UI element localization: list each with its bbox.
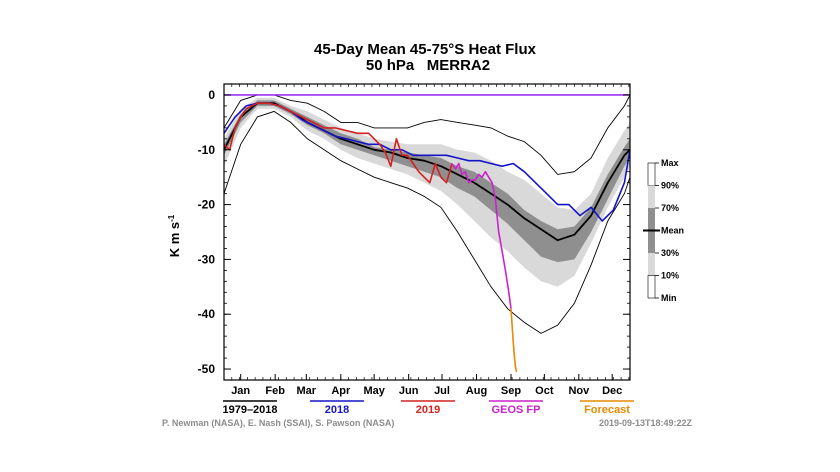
credits: P. Newman (NASA), E. Nash (SSAI), S. Paw… (162, 418, 692, 428)
series-legend: 1979–2018 2018 2019 GEOS FP Forecast (222, 400, 634, 416)
x-tick-label: Mar (297, 385, 317, 397)
y-axis-label-text: K m s (167, 222, 182, 257)
legend-label: GEOS FP (492, 404, 541, 416)
band-legend-label: 10% (661, 271, 679, 281)
band-legend-label: 30% (661, 248, 679, 258)
legend-label: 2018 (325, 404, 349, 416)
chart-title-block: 45-Day Mean 45-75°S Heat Flux 50 hPa MER… (314, 41, 537, 74)
band-legend-30-10 (648, 253, 655, 276)
series-lines (223, 102, 631, 372)
climatology-bands (223, 94, 631, 334)
y-tick-label: 0 (208, 88, 215, 102)
series-line-forecast (510, 308, 518, 372)
chart-title: 45-Day Mean 45-75°S Heat Flux (314, 41, 537, 58)
legend-label: 1979–2018 (222, 404, 277, 416)
band-legend-label: Mean (661, 226, 684, 236)
y-axis-label-sup: -1 (167, 214, 176, 222)
series-line-2019 (223, 102, 453, 184)
band-legend: Max 90% 70% Mean 30% 10% Min (643, 158, 684, 303)
max-line (223, 94, 631, 175)
chart-subtitle: 50 hPa MERRA2 (366, 57, 490, 74)
band-legend-10-min (647, 275, 656, 299)
x-tick-label: Aug (466, 385, 487, 397)
x-tick-label: Jan (231, 385, 250, 397)
plot-frame (223, 83, 631, 381)
x-tick-label: Nov (568, 385, 590, 397)
x-tick-label: May (363, 385, 385, 397)
credits-authors: P. Newman (NASA), E. Nash (SSAI), S. Paw… (162, 418, 394, 428)
x-tick-label: Dec (602, 385, 622, 397)
band-legend-label: Max (661, 158, 679, 168)
axes: 0 -10 -20 -30 -40 -50 Jan Feb Mar Apr May Jun Jul Aug… (198, 83, 631, 397)
x-tick-label: Jun (399, 385, 419, 397)
band-legend-90-70 (648, 185, 655, 208)
x-tick-label: Sep (501, 385, 521, 397)
band-legend-max-90 (647, 162, 656, 186)
y-tick-label: -50 (198, 362, 216, 376)
band-legend-label: Min (661, 293, 677, 303)
y-axis-label: K m s-1 (167, 214, 182, 257)
y-tick-label: -30 (198, 252, 216, 266)
min-line (223, 110, 631, 334)
legend-label: 2019 (416, 404, 440, 416)
credits-timestamp: 2019-09-13T18:49:22Z (599, 418, 693, 428)
legend-label: Forecast (584, 404, 630, 416)
x-tick-label: Jul (434, 385, 450, 397)
y-tick-label: -10 (198, 143, 216, 157)
x-tick-label: Oct (535, 385, 554, 397)
y-tick-label: -40 (198, 307, 216, 321)
series-line-geos-fp (451, 162, 512, 309)
x-tick-label: Apr (331, 385, 351, 397)
band-legend-label: 90% (661, 181, 679, 191)
x-tick-label: Feb (265, 385, 285, 397)
band-legend-label: 70% (661, 203, 679, 213)
y-tick-label: -20 (198, 198, 216, 212)
